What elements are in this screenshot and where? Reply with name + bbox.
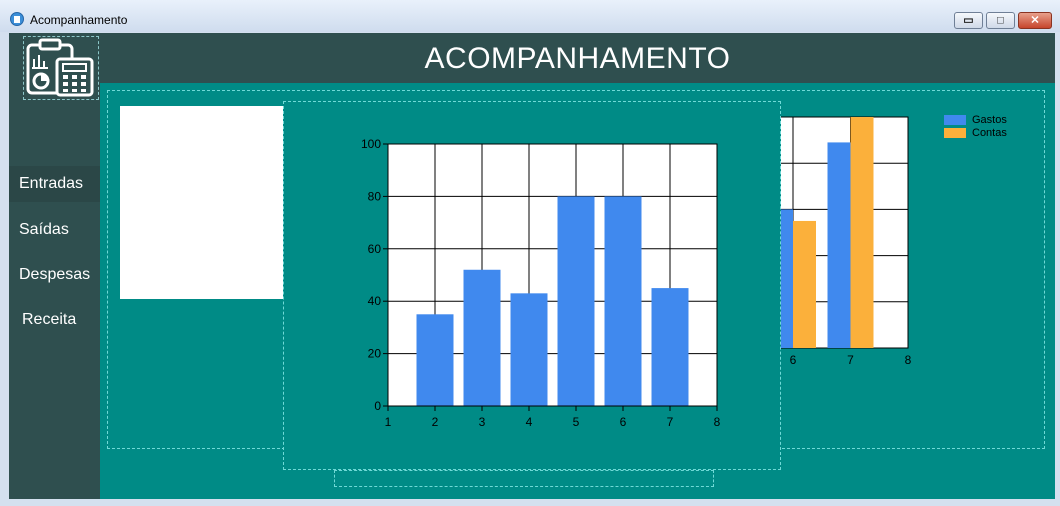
legend-label: Contas <box>972 127 1007 139</box>
x-tick-label: 7 <box>847 353 854 367</box>
legend-swatch-contas <box>944 128 966 138</box>
bar-contas <box>793 220 816 348</box>
close-icon: ✕ <box>1030 14 1040 26</box>
legend-item-gastos: Gastos <box>944 114 1007 127</box>
x-tick-label: 2 <box>432 415 439 429</box>
bar <box>557 196 595 406</box>
legend-swatch-gastos <box>944 115 966 125</box>
page-title: ACOMPANHAMENTO <box>424 42 731 75</box>
header-bar: ACOMPANHAMENTO <box>100 33 1055 83</box>
x-tick-label: 5 <box>573 415 580 429</box>
bar <box>416 314 454 406</box>
sidebar <box>9 33 100 499</box>
bar <box>463 269 501 406</box>
y-tick-label: 40 <box>368 294 382 308</box>
y-tick-label: 0 <box>374 399 381 413</box>
clipboard-calculator-icon[interactable] <box>23 36 99 100</box>
app-icon <box>10 12 24 26</box>
close-button[interactable]: ✕ <box>1018 12 1052 29</box>
maximize-button[interactable]: □ <box>986 12 1015 29</box>
title-bar: Acompanhamento ▭ □ ✕ <box>0 0 1060 32</box>
minimize-icon: ▭ <box>963 14 974 26</box>
plot-border <box>387 143 718 407</box>
bar <box>651 288 689 406</box>
legend-label: Gastos <box>972 114 1007 126</box>
x-tick-label: 3 <box>479 415 486 429</box>
legend-item-contas: Contas <box>944 127 1007 140</box>
bar <box>510 293 548 406</box>
x-tick-label: 8 <box>714 415 721 429</box>
x-tick-label: 4 <box>526 415 533 429</box>
bar-gastos <box>827 142 851 348</box>
window-title: Acompanhamento <box>30 13 128 27</box>
y-tick-label: 100 <box>361 137 381 151</box>
main-bar-chart: 0 20 40 60 80 100 1 2 3 4 5 6 7 8 <box>361 137 721 429</box>
x-tick-label: 1 <box>385 415 392 429</box>
bottom-panel <box>334 470 714 487</box>
sidebar-item-saidas[interactable]: Saídas <box>19 221 69 238</box>
chart-legend: Gastos Contas <box>944 114 1007 140</box>
sidebar-item-receita[interactable]: Receita <box>22 311 77 328</box>
bar <box>604 196 642 406</box>
comparison-bar-chart: 6 7 8 <box>760 116 912 367</box>
y-tick-label: 80 <box>368 189 382 203</box>
minimize-button[interactable]: ▭ <box>954 12 983 29</box>
maximize-icon: □ <box>997 14 1004 26</box>
donut-chart <box>309 126 461 269</box>
x-tick-label: 8 <box>905 353 912 367</box>
y-tick-label: 60 <box>368 242 382 256</box>
sidebar-item-despesas[interactable]: Despesas <box>19 266 91 283</box>
bar-contas <box>850 117 874 348</box>
sidebar-item-entradas[interactable]: Entradas <box>9 166 100 202</box>
x-tick-label: 6 <box>790 353 797 367</box>
x-tick-label: 6 <box>620 415 627 429</box>
donut-chart-area <box>120 106 461 299</box>
y-tick-label: 20 <box>368 347 382 361</box>
x-tick-label: 7 <box>667 415 674 429</box>
bar-chart-panel: 0 20 40 60 80 100 1 2 3 4 5 6 7 8 <box>283 101 781 470</box>
